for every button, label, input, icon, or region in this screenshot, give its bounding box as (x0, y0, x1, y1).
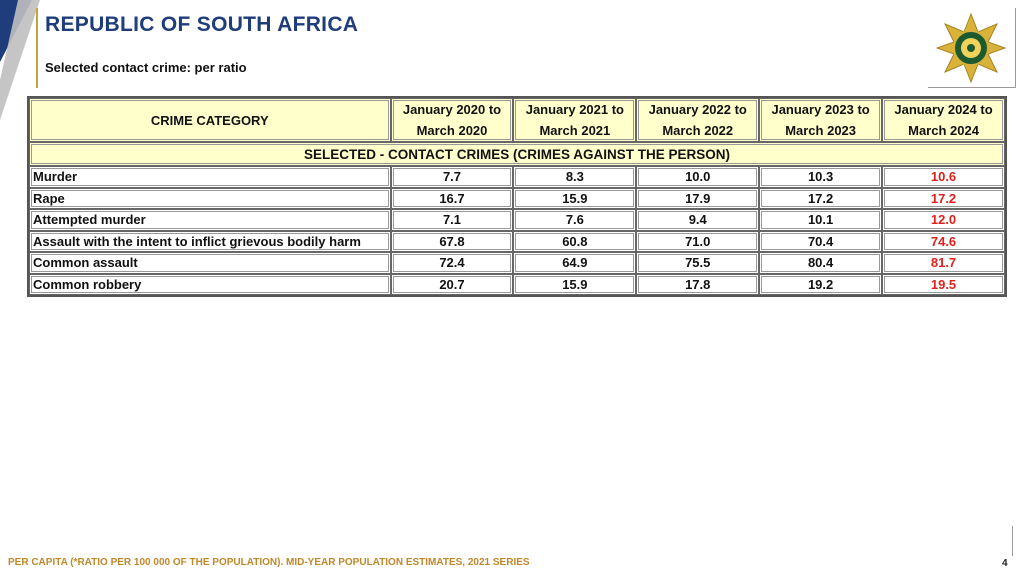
ratio-value-cell: 17.2 (882, 187, 1005, 209)
ratio-value-cell: 15.9 (513, 273, 637, 295)
ratio-value-cell: 70.4 (759, 230, 883, 252)
crime-category-cell: Common robbery (29, 273, 391, 295)
slide-edge-rule (1012, 526, 1013, 556)
table-body: Murder 7.7 8.3 10.0 10.3 10.6 Rape 16.7 15.9 17.9… (29, 166, 1005, 295)
period-header-line1: January 2022 to (648, 102, 747, 117)
ratio-value-cell: 17.9 (636, 187, 760, 209)
ratio-value-cell: 74.6 (882, 230, 1005, 252)
crime-category-header: CRIME CATEGORY (29, 98, 391, 142)
ratio-value-cell: 16.7 (390, 187, 514, 209)
page-subtitle: Selected contact crime: per ratio (45, 60, 247, 75)
ratio-value-cell: 19.5 (882, 273, 1005, 295)
period-header-line2: March 2020 (416, 123, 488, 138)
table-header-row: CRIME CATEGORY January 2020 to March 2020… (29, 98, 1005, 142)
logo-container (928, 8, 1016, 88)
period-header-line2: March 2022 (662, 123, 734, 138)
ratio-value-cell: 9.4 (636, 209, 760, 231)
ratio-value-cell: 17.8 (636, 273, 760, 295)
ratio-value-cell: 15.9 (513, 187, 637, 209)
page-title: REPUBLIC OF SOUTH AFRICA (45, 13, 359, 36)
ratio-value-cell: 7.7 (390, 166, 514, 188)
ratio-value-cell: 60.8 (513, 230, 637, 252)
ratio-value-cell: 17.2 (759, 187, 883, 209)
footnote: PER CAPITA (*RATIO PER 100 000 OF THE PO… (8, 557, 530, 568)
period-header: January 2023 to March 2023 (759, 98, 883, 142)
crime-category-cell: Attempted murder (29, 209, 391, 231)
crime-category-cell: Common assault (29, 252, 391, 274)
ratio-value-cell: 19.2 (759, 273, 883, 295)
section-label: SELECTED - CONTACT CRIMES (CRIMES AGAINS… (29, 142, 1005, 166)
ratio-value-cell: 10.3 (759, 166, 883, 188)
ratio-value-cell: 7.1 (390, 209, 514, 231)
table-row: Assault with the intent to inflict griev… (29, 230, 1005, 252)
crime-category-cell: Murder (29, 166, 391, 188)
period-header: January 2020 to March 2020 (390, 98, 514, 142)
ratio-value-cell: 12.0 (882, 209, 1005, 231)
decorative-slash-shapes (0, 0, 40, 120)
table-row: Rape 16.7 15.9 17.9 17.2 17.2 (29, 187, 1005, 209)
ratio-value-cell: 7.6 (513, 209, 637, 231)
period-header-line2: March 2024 (908, 123, 979, 138)
period-header-line1: January 2020 to (402, 102, 502, 117)
page-number: 4 (1002, 558, 1008, 569)
period-header: January 2022 to March 2022 (636, 98, 760, 142)
period-header: January 2024 to March 2024 (882, 98, 1005, 142)
ratio-value-cell: 81.7 (882, 252, 1005, 274)
ratio-value-cell: 20.7 (390, 273, 514, 295)
crime-category-cell: Rape (29, 187, 391, 209)
period-header-line1: January 2023 to (771, 102, 870, 117)
ratio-value-cell: 8.3 (513, 166, 637, 188)
period-header: January 2021 to March 2021 (513, 98, 637, 142)
ratio-value-cell: 10.6 (882, 166, 1005, 188)
crime-category-cell: Assault with the intent to inflict griev… (29, 230, 391, 252)
period-header-line2: March 2021 (539, 123, 611, 138)
ratio-value-cell: 67.8 (390, 230, 514, 252)
table-row: Common assault 72.4 64.9 75.5 80.4 81.7 (29, 252, 1005, 274)
ratio-value-cell: 71.0 (636, 230, 760, 252)
period-header-line2: March 2023 (785, 123, 857, 138)
ratio-value-cell: 10.0 (636, 166, 760, 188)
title-accent-rule (36, 8, 38, 88)
ratio-value-cell: 10.1 (759, 209, 883, 231)
period-header-line1: January 2021 to (525, 102, 624, 117)
ratio-value-cell: 72.4 (390, 252, 514, 274)
table-row: Common robbery 20.7 15.9 17.8 19.2 19.5 (29, 273, 1005, 295)
table-row: Attempted murder 7.1 7.6 9.4 10.1 12.0 (29, 209, 1005, 231)
ratio-value-cell: 64.9 (513, 252, 637, 274)
ratio-value-cell: 75.5 (636, 252, 760, 274)
period-header-line1: January 2024 to (894, 102, 993, 117)
ratio-value-cell: 80.4 (759, 252, 883, 274)
saps-star-emblem-icon (935, 12, 1007, 84)
crime-ratio-table: CRIME CATEGORY January 2020 to March 2020… (27, 96, 1007, 297)
table-row: Murder 7.7 8.3 10.0 10.3 10.6 (29, 166, 1005, 188)
section-header-row: SELECTED - CONTACT CRIMES (CRIMES AGAINS… (29, 142, 1005, 166)
